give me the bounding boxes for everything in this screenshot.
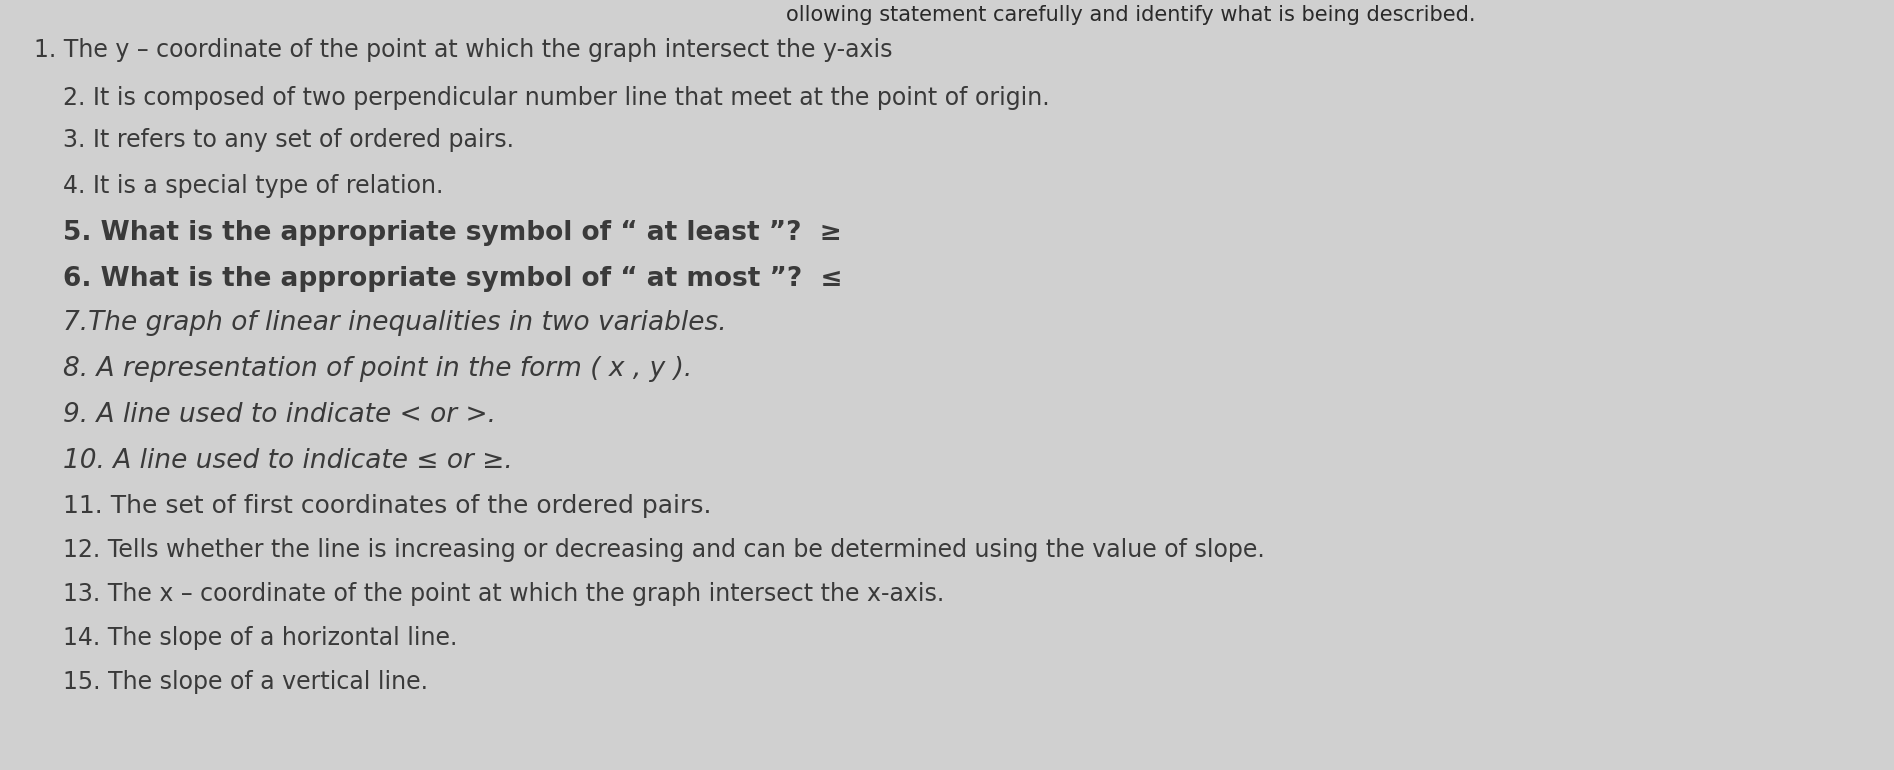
- Text: 10. A line used to indicate ≤ or ≥.: 10. A line used to indicate ≤ or ≥.: [63, 448, 511, 474]
- Text: 6. What is the appropriate symbol of “ at most ”?  ≤: 6. What is the appropriate symbol of “ a…: [63, 266, 843, 292]
- Text: 13. The x – coordinate of the point at which the graph intersect the x-axis.: 13. The x – coordinate of the point at w…: [63, 582, 943, 606]
- Text: 2. It is composed of two perpendicular number line that meet at the point of ori: 2. It is composed of two perpendicular n…: [63, 86, 1049, 110]
- Text: 3. It refers to any set of ordered pairs.: 3. It refers to any set of ordered pairs…: [63, 128, 513, 152]
- Text: 15. The slope of a vertical line.: 15. The slope of a vertical line.: [63, 670, 428, 694]
- Text: 4. It is a special type of relation.: 4. It is a special type of relation.: [63, 174, 443, 198]
- Text: 12. Tells whether the line is increasing or decreasing and can be determined usi: 12. Tells whether the line is increasing…: [63, 538, 1265, 562]
- Text: ollowing statement carefully and identify what is being described.: ollowing statement carefully and identif…: [786, 5, 1475, 25]
- Text: 1. The y – coordinate of the point at which the graph intersect the y-axis: 1. The y – coordinate of the point at wh…: [34, 38, 892, 62]
- Text: 5. What is the appropriate symbol of “ at least ”?  ≥: 5. What is the appropriate symbol of “ a…: [63, 220, 841, 246]
- Text: 9. A line used to indicate < or >.: 9. A line used to indicate < or >.: [63, 402, 496, 428]
- Text: 11. The set of first coordinates of the ordered pairs.: 11. The set of first coordinates of the …: [63, 494, 710, 518]
- Text: 14. The slope of a horizontal line.: 14. The slope of a horizontal line.: [63, 626, 456, 650]
- Text: 7.The graph of linear inequalities in two variables.: 7.The graph of linear inequalities in tw…: [63, 310, 725, 336]
- Text: 8. A representation of point in the form ( x , y ).: 8. A representation of point in the form…: [63, 356, 691, 382]
